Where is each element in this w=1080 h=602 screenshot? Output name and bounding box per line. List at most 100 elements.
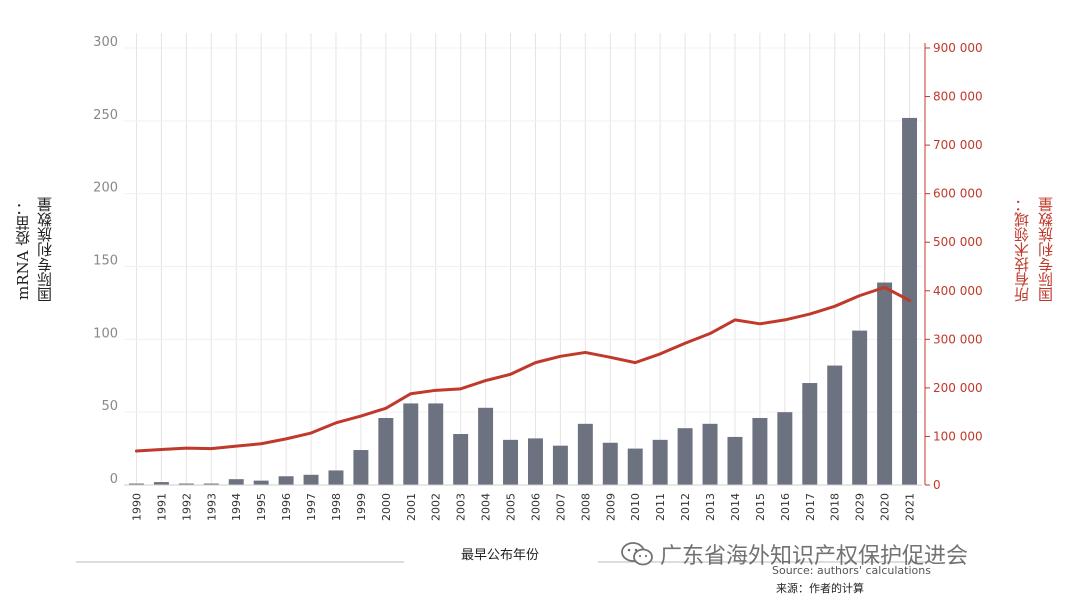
bar: [303, 474, 319, 485]
x-tick-label: 2009: [604, 493, 617, 521]
x-tick-label: 1998: [330, 493, 343, 521]
left-tick-label: 200: [93, 181, 118, 196]
line-path: [134, 285, 912, 453]
bar: [702, 423, 718, 485]
left-tick-label: 100: [93, 326, 118, 341]
bar: [278, 476, 294, 485]
x-tick-label: 2004: [480, 493, 493, 521]
bar: [552, 445, 568, 485]
right-tick-label: 700 000: [933, 138, 983, 152]
bar: [852, 330, 868, 485]
left-tick-label: 50: [101, 399, 118, 414]
right-tick-label: 600 000: [933, 187, 983, 201]
bar: [128, 483, 144, 485]
x-tick-label: 2015: [754, 493, 767, 521]
x-tick-label: 2006: [529, 493, 542, 521]
right-tick-label: 0: [933, 478, 941, 492]
x-tick-label: 2014: [729, 493, 742, 521]
left-axis-title: mRNA 疫苗： 国际专利族数量: [12, 170, 82, 330]
bar: [428, 403, 444, 485]
bar: [577, 423, 593, 485]
x-tick-label: 1997: [305, 493, 318, 521]
x-tick-label: 2010: [629, 493, 642, 521]
bar: [827, 365, 843, 485]
bar: [228, 479, 244, 485]
x-tick-label: 2007: [554, 493, 567, 521]
left-axis-ticks: 0 50 100 150 200 250 300: [93, 35, 118, 487]
x-tick-label: 2000: [380, 493, 393, 521]
right-tick-label: 500 000: [933, 235, 983, 249]
bar: [328, 470, 344, 485]
bar: [527, 438, 543, 485]
bar: [153, 482, 169, 485]
x-tick-label: 1993: [205, 493, 218, 521]
left-axis-title-line2: 国际专利族数量: [36, 197, 54, 303]
bar-series: [128, 117, 918, 486]
left-tick-label: 0: [110, 472, 118, 487]
x-tick-label: 1996: [280, 493, 293, 521]
x-tick-label: 2017: [804, 493, 817, 521]
bar: [802, 383, 818, 485]
bar: [403, 403, 419, 485]
bar: [378, 417, 394, 485]
right-tick-label: 800 000: [933, 90, 983, 104]
right-tick-label: 100 000: [933, 429, 983, 443]
wechat-icon: [621, 542, 653, 566]
bar: [777, 412, 793, 485]
x-tick-label: 2002: [430, 493, 443, 521]
x-tick-label: 2029: [854, 493, 867, 521]
right-tick-label: 400 000: [933, 284, 983, 298]
x-tick-label: 2001: [405, 493, 418, 521]
x-tick-label: 2020: [879, 493, 892, 521]
right-tick-label: 200 000: [933, 381, 983, 395]
x-tick-label: 1992: [180, 493, 193, 521]
x-tick-label: 2005: [505, 493, 518, 521]
source-english: Source: authors' calculations: [772, 564, 931, 577]
bar: [652, 439, 668, 485]
bar: [178, 483, 194, 485]
x-tick-label: 1991: [155, 493, 168, 521]
bar: [627, 448, 643, 485]
x-tick-label: 1990: [130, 493, 143, 521]
bar: [478, 407, 494, 485]
right-axis-title: 所有技术领域： 国际专利族数量: [1010, 170, 1070, 330]
x-tick-label: 2018: [829, 493, 842, 521]
left-tick-label: 250: [93, 108, 118, 123]
right-axis-ticks: 0 100 000 200 000 300 000 400 000 500 000 600 …: [925, 41, 983, 492]
grid-lines: [124, 33, 926, 486]
x-tick-label: 2016: [779, 493, 792, 521]
source-chinese: 来源：作者的计算: [776, 582, 864, 595]
left-axis-title-line1: mRNA 疫苗：: [14, 200, 32, 300]
bar: [353, 450, 369, 485]
watermark-text: 广东省海外知识产权保护促进会: [660, 544, 969, 569]
left-tick-label: 300: [93, 35, 118, 50]
bar: [752, 417, 768, 485]
right-axis-title-line1: 所有技术领域：: [1013, 197, 1031, 303]
bar: [727, 436, 743, 485]
x-tick-label: 2011: [654, 493, 667, 521]
right-tick-label: 300 000: [933, 332, 983, 346]
bar: [203, 483, 219, 485]
left-tick-label: 150: [93, 254, 118, 269]
x-tick-label: 1995: [255, 493, 268, 521]
bar: [602, 442, 618, 485]
x-tick-label: 2003: [455, 493, 468, 521]
x-axis-ticks: 1990 1991 1992 1993 1994 1995 1996 1997 1998 1999…: [124, 484, 922, 521]
bar: [503, 439, 519, 485]
x-tick-label: 2021: [904, 493, 917, 521]
x-tick-label: 1994: [230, 493, 243, 521]
bar: [877, 282, 893, 485]
watermark: 广东省海外知识产权保护促进会: [620, 538, 968, 570]
bar: [253, 480, 269, 485]
line-series: [134, 285, 912, 453]
bar: [677, 428, 693, 485]
right-tick-label: 900 000: [933, 41, 983, 55]
bar: [453, 434, 469, 485]
x-axis-title: 最早公布年份: [460, 548, 539, 563]
x-tick-label: 2008: [579, 493, 592, 521]
x-tick-label: 2013: [704, 493, 717, 521]
x-tick-label: 2012: [679, 493, 692, 521]
x-tick-label: 1999: [355, 493, 368, 521]
right-axis-title-line2: 国际专利族数量: [1037, 197, 1055, 303]
